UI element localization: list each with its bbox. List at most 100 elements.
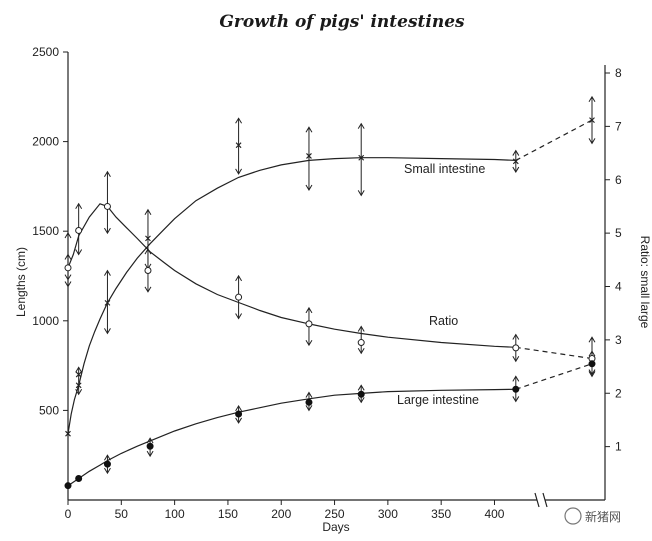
data-point-small-intestine xyxy=(358,154,365,161)
error-bar-arrow-up xyxy=(235,274,243,282)
data-markers xyxy=(64,117,596,490)
data-point-large-intestine xyxy=(305,398,313,406)
right-y-tick-label: 7 xyxy=(615,119,622,133)
error-bar-arrow-up xyxy=(357,384,365,391)
data-point-small-intestine xyxy=(145,235,151,242)
error-bar-arrow-up xyxy=(357,122,365,129)
left-y-axis-label: Lengths (cm) xyxy=(14,247,28,317)
error-bar-arrow-down xyxy=(512,396,520,403)
error-bar-arrow-down xyxy=(512,166,520,174)
data-point-large-intestine xyxy=(588,360,596,368)
error-bar-arrow-up xyxy=(588,350,596,357)
error-bars xyxy=(64,95,596,475)
error-bar-arrow-up xyxy=(588,336,596,343)
error-bar-arrow-up xyxy=(588,95,596,103)
data-point-large-intestine xyxy=(357,390,365,398)
error-bar-arrow-down xyxy=(357,347,365,355)
error-bar-arrow-up xyxy=(512,375,520,382)
error-bar-arrow-down xyxy=(104,227,111,235)
error-bar-arrow-up xyxy=(305,306,313,314)
data-point-large-intestine xyxy=(512,385,520,393)
data-point-ratio xyxy=(512,344,520,352)
data-point-large-intestine xyxy=(235,410,243,418)
error-bar-arrow-up xyxy=(146,437,154,444)
series-line-small-intestine xyxy=(67,157,516,434)
error-bar-arrow-down xyxy=(144,286,152,293)
error-bar-arrow-up xyxy=(512,149,520,156)
right-y-tick-label: 2 xyxy=(615,386,622,400)
error-bar-arrow-up xyxy=(235,404,243,412)
error-bar-arrow-down xyxy=(235,417,243,424)
left-y-tick-label: 2000 xyxy=(32,135,59,149)
data-point-ratio xyxy=(103,202,111,210)
data-point-small-intestine xyxy=(235,142,242,149)
x-tick-label: 250 xyxy=(325,507,345,521)
error-bar-arrow-down xyxy=(305,339,313,347)
error-bar-arrow-down xyxy=(357,190,365,197)
error-bar-arrow-up xyxy=(512,333,520,340)
right-y-tick-label: 6 xyxy=(615,173,622,187)
data-point-ratio xyxy=(144,266,152,274)
error-bar-arrow-up xyxy=(305,126,313,133)
data-point-ratio xyxy=(357,339,365,347)
data-point-small-intestine xyxy=(65,430,71,437)
x-tick-label: 200 xyxy=(271,507,291,521)
data-point-large-intestine xyxy=(146,442,154,450)
x-tick-label: 350 xyxy=(431,507,451,521)
chart-title: Growth of pigs' intestines xyxy=(219,12,465,32)
data-point-small-intestine xyxy=(589,117,595,123)
error-bar-arrow-down xyxy=(64,281,72,288)
error-bar-arrow-down xyxy=(357,397,365,404)
series-extension-ratio xyxy=(515,346,593,360)
data-point-ratio xyxy=(235,293,243,301)
series-label-small-intestine: Small intestine xyxy=(404,162,485,176)
error-bar-arrow-down xyxy=(235,313,243,320)
error-bar-arrow-down xyxy=(588,371,596,378)
error-bar-arrow-up xyxy=(235,117,243,124)
data-point-small-intestine xyxy=(104,299,111,306)
error-bar-arrow-up xyxy=(75,202,83,210)
x-axis-label: Days xyxy=(322,520,349,534)
tick-group: 0 50 100 150 200 250 300 350 400 500 1000 1500 2000 2… xyxy=(32,45,622,521)
data-point-large-intestine xyxy=(64,482,72,490)
error-bar-arrow-down xyxy=(588,138,596,145)
data-point-small-intestine xyxy=(75,382,82,389)
error-bar-arrow-up xyxy=(104,170,111,178)
error-bar-arrow-down xyxy=(146,450,154,458)
data-point-small-intestine xyxy=(75,371,82,378)
error-bar-arrow-down xyxy=(305,184,313,191)
data-point-large-intestine xyxy=(75,474,83,482)
error-bar-arrow-up xyxy=(144,208,152,215)
error-bar-arrow-down xyxy=(305,405,313,412)
x-tick-label: 300 xyxy=(378,507,398,521)
right-y-tick-label: 1 xyxy=(615,440,622,454)
error-bar-arrow-up xyxy=(64,253,72,260)
series-line-ratio xyxy=(67,203,516,348)
error-bar-arrow-up xyxy=(305,391,313,398)
watermark-logo-icon xyxy=(564,507,582,525)
axes xyxy=(67,52,606,508)
data-point-ratio xyxy=(75,226,83,234)
error-bar-arrow-down xyxy=(75,249,83,256)
x-tick-label: 150 xyxy=(218,507,238,521)
right-y-axis-label: Ratio: small large xyxy=(638,236,652,329)
x-tick-label: 400 xyxy=(484,507,504,521)
error-bar-arrow-up xyxy=(357,325,365,332)
data-point-small-intestine xyxy=(306,153,312,159)
data-point-ratio xyxy=(305,320,313,328)
error-bar-arrow-up xyxy=(104,269,111,276)
right-y-tick-label: 5 xyxy=(615,226,622,240)
left-y-tick-label: 1500 xyxy=(32,224,59,238)
series-curves xyxy=(67,119,593,487)
error-bar-arrow-down xyxy=(235,168,243,175)
right-y-tick-label: 3 xyxy=(615,333,622,347)
axis-break-mark xyxy=(542,492,548,508)
left-y-tick-label: 500 xyxy=(39,403,59,417)
right-y-tick-label: 8 xyxy=(615,66,622,80)
error-bar-arrow-up xyxy=(144,248,152,255)
series-label-large-intestine: Large intestine xyxy=(397,393,479,407)
left-y-tick-label: 1000 xyxy=(32,314,59,328)
x-tick-label: 50 xyxy=(115,507,129,521)
axis-break-mark xyxy=(534,492,540,508)
